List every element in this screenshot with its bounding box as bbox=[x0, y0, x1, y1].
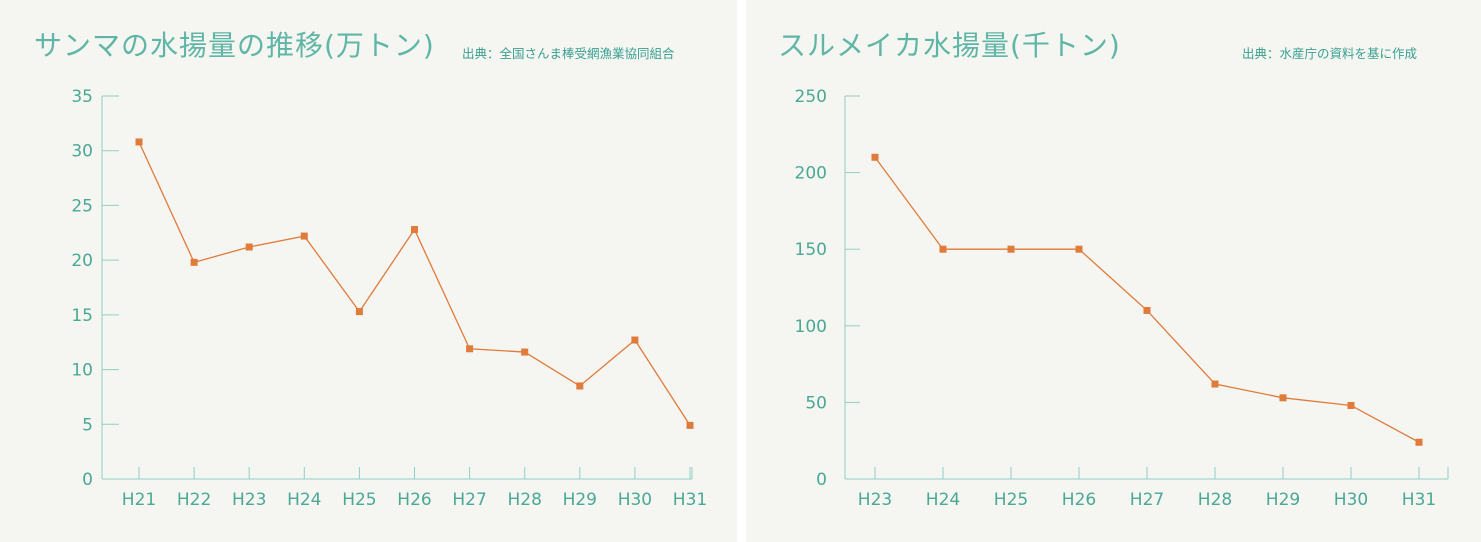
x-tick-label: H26 bbox=[397, 490, 431, 510]
chart-panel-saury: サンマの水揚量の推移(万トン) 出典：全国さんま棒受網漁業協同組合 0 5 10 15… bbox=[0, 0, 737, 542]
y-tick-label: 100 bbox=[795, 317, 827, 337]
y-tick-label: 0 bbox=[82, 470, 93, 490]
x-tick-label: H29 bbox=[563, 490, 597, 510]
data-point bbox=[1347, 401, 1355, 409]
series-line bbox=[874, 156, 1420, 443]
data-point bbox=[1007, 245, 1015, 253]
data-point bbox=[1075, 245, 1083, 253]
chart-title: サンマの水揚量の推移(万トン) bbox=[34, 29, 435, 62]
x-tick-label: H28 bbox=[507, 490, 541, 510]
x-tick-label: H27 bbox=[1130, 490, 1164, 510]
chart-saury-catch: 0 5 10 15 20 25 30 35 H21 H22 H23 H24 H25 H26 H27 H28 H2… bbox=[71, 87, 707, 510]
y-tick-label: 30 bbox=[71, 142, 93, 162]
y-tick-label: 150 bbox=[795, 240, 827, 260]
x-tick-label: H23 bbox=[858, 490, 892, 510]
data-point bbox=[135, 138, 143, 146]
y-tick-label: 0 bbox=[816, 470, 827, 490]
data-point bbox=[300, 232, 308, 240]
x-tick-label: H30 bbox=[618, 490, 652, 510]
series-line bbox=[138, 141, 691, 426]
x-tick-label: H29 bbox=[1266, 490, 1300, 510]
y-tick-label: 5 bbox=[82, 415, 93, 435]
y-tick-label: 10 bbox=[71, 361, 93, 381]
y-tick-label: 200 bbox=[795, 164, 827, 184]
data-point bbox=[1279, 394, 1287, 402]
data-point bbox=[245, 243, 253, 251]
data-point bbox=[466, 345, 474, 353]
x-tick-label: H30 bbox=[1334, 490, 1368, 510]
x-tick-label: H21 bbox=[122, 490, 156, 510]
x-tick-label: H24 bbox=[926, 490, 960, 510]
data-point bbox=[871, 153, 879, 161]
data-point bbox=[355, 308, 363, 316]
y-tick-label: 250 bbox=[795, 87, 827, 107]
x-tick-label: H23 bbox=[232, 490, 266, 510]
x-tick-label: H31 bbox=[673, 490, 707, 510]
x-tick-label: H25 bbox=[994, 490, 1028, 510]
y-tick-label: 25 bbox=[71, 196, 93, 216]
chart-source: 出典：水産庁の資料を基に作成 bbox=[1242, 46, 1418, 61]
data-point bbox=[1143, 306, 1151, 314]
x-tick-label: H25 bbox=[342, 490, 376, 510]
data-point bbox=[939, 245, 947, 253]
data-point bbox=[190, 258, 198, 266]
data-point bbox=[631, 336, 639, 344]
data-point bbox=[686, 421, 694, 429]
chart-panel-squid: スルメイカ水揚量(千トン) 出典：水産庁の資料を基に作成 0 50 100 150 20… bbox=[746, 0, 1481, 542]
x-tick-label: H31 bbox=[1402, 490, 1436, 510]
chart-source: 出典：全国さんま棒受網漁業協同組合 bbox=[462, 46, 675, 61]
x-tick-label: H27 bbox=[452, 490, 486, 510]
data-point bbox=[576, 382, 584, 390]
data-point bbox=[1211, 380, 1219, 388]
x-tick-label: H22 bbox=[177, 490, 211, 510]
data-point bbox=[411, 226, 418, 234]
y-tick-label: 50 bbox=[805, 393, 827, 413]
chart-title: スルメイカ水揚量(千トン) bbox=[778, 29, 1121, 62]
data-point bbox=[1415, 438, 1423, 446]
y-tick-label: 35 bbox=[71, 87, 93, 107]
y-tick-label: 20 bbox=[71, 251, 93, 271]
x-tick-label: H28 bbox=[1198, 490, 1232, 510]
chart-squid-catch: 0 50 100 150 200 250 H23 H24 H25 H26 H27 H28 H29 H30 H… bbox=[795, 87, 1449, 510]
data-point bbox=[521, 348, 529, 356]
x-tick-label: H26 bbox=[1062, 490, 1096, 510]
y-tick-label: 15 bbox=[71, 306, 93, 326]
x-tick-label: H24 bbox=[287, 490, 321, 510]
